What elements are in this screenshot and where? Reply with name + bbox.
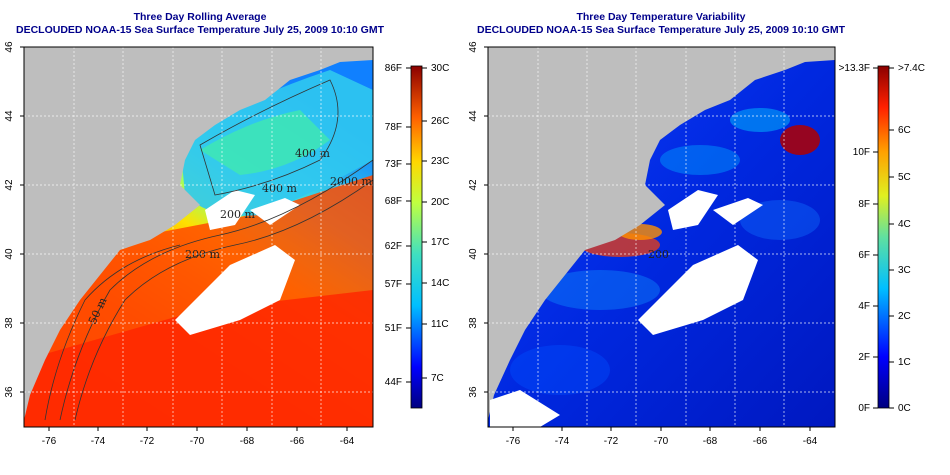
right-nodata-1	[668, 190, 718, 230]
right-contour-label-1: 200	[648, 248, 669, 261]
left-x-axis: -76 -74 -72 -70 -68 -66 -64	[42, 427, 355, 447]
left-title-line2: DECLOUDED NOAA-15 Sea Surface Temperatur…	[15, 24, 385, 36]
left-x-tick-1: -76	[42, 436, 57, 447]
left-y-axis: 46 44 42 40 38 36	[4, 41, 24, 398]
left-cb-f-5: 62F	[385, 241, 402, 252]
left-x-tick-4: -70	[190, 436, 205, 447]
left-land	[24, 47, 373, 420]
right-grid	[488, 47, 835, 427]
right-land	[488, 47, 835, 420]
left-x-tick-7: -64	[340, 436, 355, 447]
right-cb-c-2: 6C	[898, 125, 911, 136]
right-x-tick-6: -66	[753, 436, 768, 447]
left-y-tick-4: 40	[4, 248, 15, 260]
right-title: Three Day Temperature Variability DECLOU…	[461, 11, 861, 37]
left-cb-c-7: 11C	[431, 319, 449, 330]
left-x-tick-6: -66	[290, 436, 305, 447]
right-colorbar: >13.3F 10F 8F 6F 4F 2F 0F >7.4C 6C 5C 4C…	[839, 63, 925, 414]
left-nodata-1	[205, 190, 255, 230]
right-cb-f-4: 6F	[858, 250, 870, 261]
right-cb-f-1: >13.3F	[839, 63, 870, 74]
left-cb-c-6: 14C	[431, 278, 449, 289]
left-y-tick-6: 36	[4, 386, 15, 398]
left-contour-label-2: 400 m	[262, 182, 297, 195]
left-cb-c-5: 17C	[431, 237, 449, 248]
right-y-tick-6: 36	[468, 386, 479, 398]
right-nodata-3	[713, 198, 763, 225]
left-nodata-3	[250, 198, 300, 225]
right-y-tick-5: 38	[468, 317, 479, 329]
right-cb-f-5: 4F	[858, 301, 870, 312]
left-colorbar: 86F 78F 73F 68F 62F 57F 51F 44F 30C 26C …	[385, 63, 449, 409]
right-cb-f-2: 10F	[853, 147, 870, 158]
right-map: 200	[488, 47, 835, 427]
left-cb-f-6: 57F	[385, 279, 402, 290]
right-cb-c-8: 0C	[898, 403, 911, 414]
left-cb-c-2: 26C	[431, 116, 449, 127]
left-y-tick-2: 44	[4, 110, 15, 122]
right-nodata-4	[490, 390, 560, 427]
right-y-tick-2: 44	[468, 110, 479, 122]
left-colorbar-ramp	[410, 65, 423, 409]
right-colorbar-ramp	[877, 65, 890, 409]
right-title-line2: DECLOUDED NOAA-15 Sea Surface Temperatur…	[476, 24, 846, 36]
left-frame	[23, 46, 374, 428]
right-cb-f-3: 8F	[858, 199, 870, 210]
right-x-tick-1: -76	[506, 436, 521, 447]
left-cb-f-2: 78F	[385, 122, 402, 133]
left-cb-f-1: 86F	[385, 63, 402, 74]
right-cb-c-5: 3C	[898, 265, 911, 276]
left-title: Three Day Rolling Average DECLOUDED NOAA…	[0, 11, 400, 37]
right-cb-c-7: 1C	[898, 357, 911, 368]
left-x-tick-5: -68	[240, 436, 255, 447]
right-x-tick-2: -74	[555, 436, 570, 447]
left-x-tick-3: -72	[140, 436, 155, 447]
left-nodata-2	[175, 245, 295, 335]
left-cb-f-8: 44F	[385, 377, 402, 388]
left-cb-c-8: 7C	[431, 373, 444, 384]
left-contour-label-3: 2000 m	[330, 175, 372, 188]
right-cb-c-3: 5C	[898, 172, 911, 183]
left-cb-c-3: 23C	[431, 156, 449, 167]
right-nodata-2	[638, 245, 758, 335]
left-cool-patch	[200, 110, 330, 175]
left-contour-label-5: 200 m	[220, 208, 255, 221]
right-x-tick-4: -70	[654, 436, 669, 447]
right-y-axis: 46 44 42 40 38 36	[468, 41, 488, 398]
left-cb-f-4: 68F	[385, 196, 402, 207]
right-title-line1: Three Day Temperature Variability	[576, 11, 746, 23]
left-x-tick-2: -74	[91, 436, 106, 447]
left-contour-label-1: 400 m	[295, 147, 330, 160]
left-grid	[24, 47, 373, 427]
left-cb-f-7: 51F	[385, 323, 402, 334]
left-cb-c-1: 30C	[431, 63, 449, 74]
right-y-tick-4: 40	[468, 248, 479, 260]
left-red-south	[24, 290, 373, 427]
left-cb-f-3: 73F	[385, 159, 402, 170]
left-y-tick-1: 46	[4, 41, 15, 53]
right-cb-c-1: >7.4C	[898, 63, 925, 74]
right-y-tick-1: 46	[468, 41, 479, 53]
left-title-line1: Three Day Rolling Average	[133, 11, 267, 23]
left-y-tick-3: 42	[4, 179, 15, 191]
right-x-tick-3: -72	[604, 436, 619, 447]
right-cb-c-6: 2C	[898, 311, 911, 322]
right-cb-f-6: 2F	[858, 352, 870, 363]
left-map: 400 m 400 m 2000 m 200 m 200 m 50 m	[24, 47, 373, 427]
right-x-tick-5: -68	[703, 436, 718, 447]
right-x-tick-7: -64	[803, 436, 818, 447]
left-y-tick-5: 38	[4, 317, 15, 329]
right-x-axis: -76 -74 -72 -70 -68 -66 -64	[506, 427, 818, 447]
left-contour-label-4: 200 m	[185, 248, 220, 261]
right-cb-c-4: 4C	[898, 219, 911, 230]
right-y-tick-3: 42	[468, 179, 479, 191]
left-cb-c-4: 20C	[431, 197, 449, 208]
right-cb-f-7: 0F	[858, 403, 870, 414]
